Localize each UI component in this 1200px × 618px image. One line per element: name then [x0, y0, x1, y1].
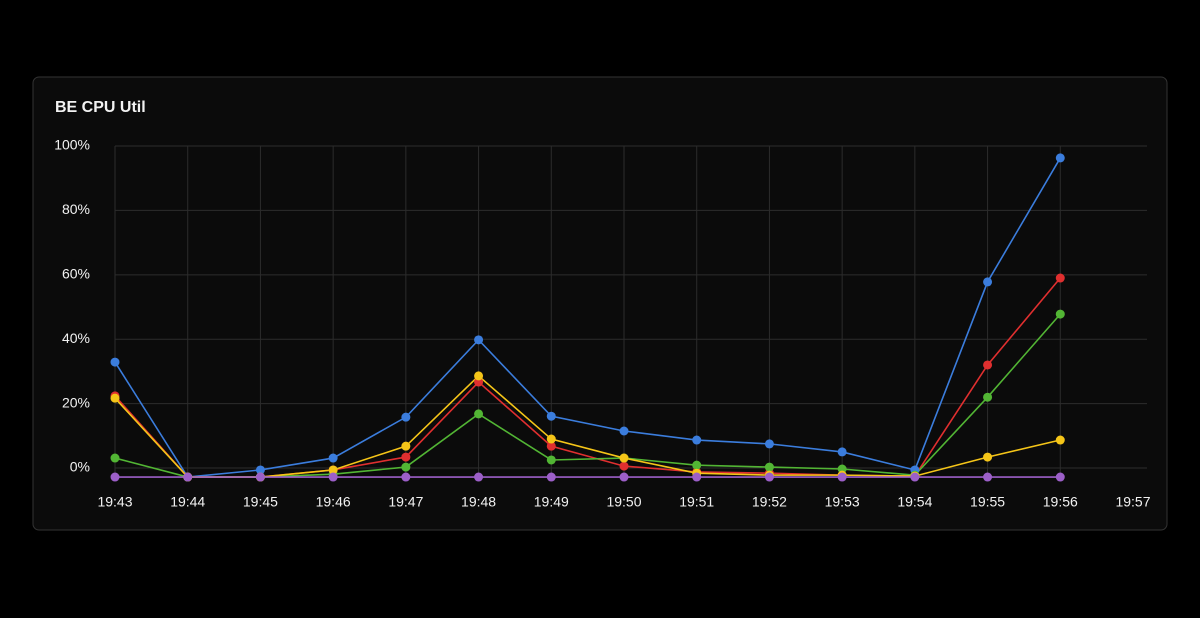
x-tick-label: 19:51	[679, 494, 714, 510]
data-point	[619, 426, 629, 436]
data-point	[1055, 472, 1065, 482]
data-point	[474, 472, 484, 482]
data-point	[401, 462, 411, 472]
data-point	[837, 472, 847, 482]
data-point	[837, 447, 847, 457]
x-tick-label: 19:55	[970, 494, 1005, 510]
data-point	[619, 472, 629, 482]
x-tick-label: 19:46	[316, 494, 351, 510]
data-point	[1055, 153, 1065, 163]
y-tick-label: 80%	[62, 201, 90, 217]
data-point	[328, 472, 338, 482]
x-tick-label: 19:57	[1115, 494, 1150, 510]
x-tick-label: 19:47	[388, 494, 423, 510]
data-point	[983, 472, 993, 482]
data-point	[328, 453, 338, 463]
y-tick-label: 0%	[70, 459, 90, 475]
data-point	[983, 392, 993, 402]
data-point	[546, 441, 556, 451]
data-point	[1055, 309, 1065, 319]
x-tick-label: 19:53	[825, 494, 860, 510]
data-point	[401, 441, 411, 451]
series-line	[114, 374, 1061, 478]
card	[32, 76, 1168, 531]
x-tick-label: 19:56	[1043, 494, 1078, 510]
x-tick-label: 19:52	[752, 494, 787, 510]
data-point	[110, 357, 120, 367]
data-point	[619, 461, 629, 471]
data-point	[983, 452, 993, 462]
data-point	[692, 435, 702, 445]
data-point	[619, 453, 629, 463]
data-point	[1055, 435, 1065, 445]
data-point	[983, 360, 993, 370]
data-point	[546, 455, 556, 465]
data-point	[110, 453, 120, 463]
data-point	[1055, 273, 1065, 283]
data-point	[546, 434, 556, 444]
x-tick-label: 19:45	[243, 494, 278, 510]
data-point	[255, 465, 265, 475]
y-tick-label: 100%	[54, 137, 90, 153]
data-point	[546, 411, 556, 421]
y-tick-label: 20%	[62, 394, 90, 410]
data-point	[401, 412, 411, 422]
chart-title: BE CPU Util	[55, 99, 146, 116]
data-point	[110, 472, 120, 482]
y-tick-label: 40%	[62, 330, 90, 346]
data-point	[110, 393, 120, 403]
y-tick-label: 60%	[62, 266, 90, 282]
data-point	[910, 472, 920, 482]
data-point	[546, 472, 556, 482]
data-point	[255, 472, 265, 482]
data-point	[764, 462, 774, 472]
data-point	[764, 439, 774, 449]
data-point	[692, 472, 702, 482]
data-point	[474, 371, 484, 381]
x-tick-label: 19:50	[606, 494, 641, 510]
data-point	[328, 465, 338, 475]
data-point	[692, 460, 702, 470]
data-point	[183, 472, 193, 482]
x-tick-label: 19:44	[170, 494, 205, 510]
data-point	[474, 409, 484, 419]
x-tick-label: 19:54	[897, 494, 932, 510]
x-tick-label: 19:43	[97, 494, 132, 510]
data-point	[983, 277, 993, 287]
data-point	[401, 452, 411, 462]
data-point	[401, 472, 411, 482]
x-tick-label: 19:49	[534, 494, 569, 510]
x-tick-label: 19:48	[461, 494, 496, 510]
data-point	[764, 472, 774, 482]
data-point	[474, 335, 484, 345]
series-line	[114, 157, 1061, 478]
